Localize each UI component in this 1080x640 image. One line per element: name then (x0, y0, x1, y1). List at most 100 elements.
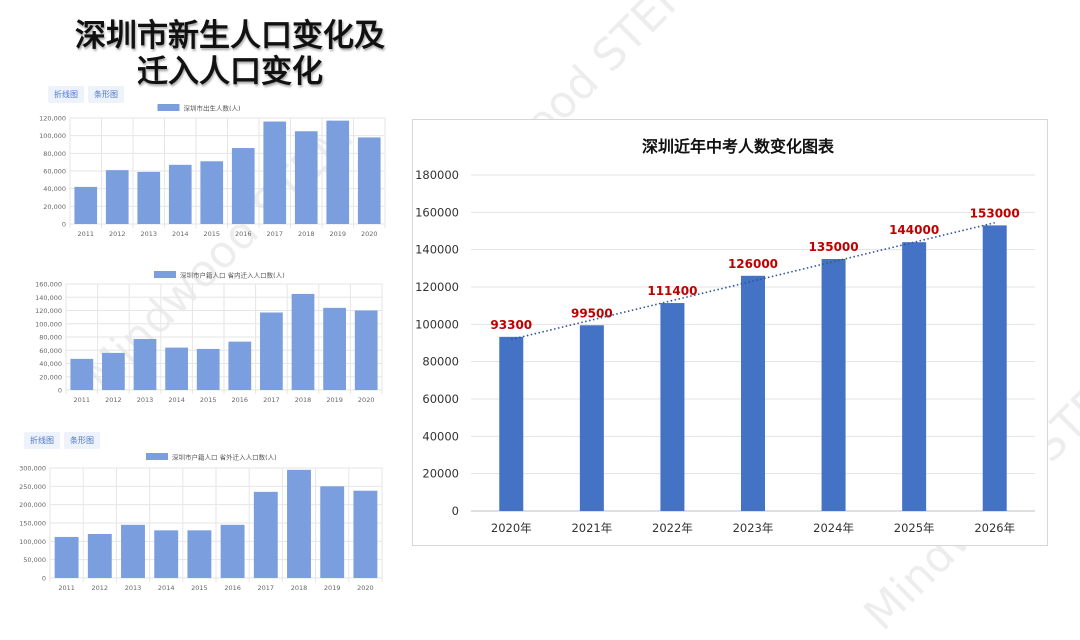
x-tick-label: 2011 (74, 396, 91, 404)
y-tick-label: 100,000 (39, 132, 66, 140)
y-tick-label: 300,000 (19, 465, 46, 473)
trendline (511, 221, 995, 341)
x-tick-label: 2026年 (974, 521, 1015, 535)
y-tick-label: 0 (452, 504, 459, 518)
data-label: 144000 (889, 223, 939, 237)
x-tick-label: 2021年 (571, 521, 612, 535)
bar (54, 536, 79, 578)
bar (294, 131, 318, 224)
bar (253, 491, 278, 578)
x-tick-label: 2025年 (894, 521, 935, 535)
x-tick-label: 2013 (137, 396, 154, 404)
y-tick-label: 40,000 (43, 185, 66, 193)
data-label: 135000 (809, 240, 859, 254)
y-tick-label: 100000 (415, 317, 459, 331)
tab-line-chart[interactable]: 折线图 (48, 86, 84, 103)
x-tick-label: 2022年 (652, 521, 693, 535)
chart1-tabs: 折线图 条形图 (48, 86, 124, 103)
bar (228, 341, 252, 390)
y-tick-label: 80000 (422, 355, 459, 369)
tab-bar-chart[interactable]: 条形图 (64, 432, 100, 449)
x-tick-label: 2011 (77, 230, 94, 238)
legend-swatch (146, 453, 168, 460)
exam-participants-chart: 深圳近年中考人数变化图表 0 20000 40000 60000 80000 100000 1… (412, 119, 1048, 546)
y-tick-label: 80,000 (43, 150, 66, 158)
x-tick-label: 2013 (140, 230, 157, 238)
x-tick-label: 2017 (263, 396, 280, 404)
y-tick-label: 0 (58, 387, 62, 395)
y-tick-label: 200,000 (19, 501, 46, 509)
y-tick-label: 60,000 (43, 168, 66, 176)
x-tick-label: 2015 (191, 584, 208, 592)
bar (154, 530, 179, 578)
bar (323, 307, 346, 390)
x-tick-label: 2012 (105, 396, 122, 404)
provincial-migration-chart-svg: 深圳市户籍人口 省内迁入人口数(人) 0 20,000 40,000 60,000 80,… (35, 271, 383, 404)
data-label: 126000 (728, 257, 778, 271)
y-tick-label: 160000 (415, 205, 459, 219)
y-tick-label: 60000 (422, 392, 459, 406)
x-tick-label: 2023年 (733, 521, 774, 535)
data-label: 111400 (647, 284, 697, 298)
x-tick-label: 2019 (326, 396, 343, 404)
x-tick-label: 2014 (158, 584, 175, 592)
x-tick-label: 2015 (203, 230, 220, 238)
y-tick-label: 60,000 (39, 347, 62, 355)
x-tick-label: 2017 (258, 584, 275, 592)
y-tick-label: 100,000 (35, 320, 62, 328)
x-tick-label: 2015 (200, 396, 217, 404)
legend-swatch (157, 104, 180, 111)
x-tick-label: 2019 (324, 584, 341, 592)
bar (70, 358, 94, 390)
y-tick-label: 160,000 (35, 281, 62, 289)
data-label: 99500 (571, 306, 613, 320)
legend-label: 深圳市户籍人口 省外迁入人口数(人) (172, 453, 277, 462)
bar (320, 486, 345, 578)
x-tick-label: 2020 (358, 396, 375, 404)
x-tick-label: 2020 (357, 584, 374, 592)
y-tick-label: 120000 (415, 280, 459, 294)
bar (74, 186, 98, 224)
x-tick-label: 2024年 (813, 521, 854, 535)
bar (357, 137, 381, 224)
y-tick-label: 120,000 (39, 115, 66, 123)
y-tick-label: 140000 (415, 243, 459, 257)
x-tick-label: 2012 (92, 584, 109, 592)
page-title-line2: 迁入人口变化 (137, 54, 323, 90)
tab-line-chart[interactable]: 折线图 (24, 432, 60, 449)
legend-label: 深圳市出生人数(人) (184, 104, 241, 113)
bar (168, 164, 192, 224)
bar (741, 275, 765, 511)
bar (200, 161, 224, 224)
bar (579, 325, 604, 511)
chart-title: 深圳近年中考人数变化图表 (642, 137, 835, 156)
data-label: 93300 (490, 318, 532, 332)
bar (287, 469, 311, 578)
bar (902, 242, 927, 511)
bar (353, 490, 378, 578)
y-tick-label: 40000 (422, 429, 459, 443)
y-tick-label: 180000 (415, 168, 459, 182)
bar (87, 534, 112, 578)
x-tick-label: 2016 (224, 584, 241, 592)
page-title-line1: 深圳市新生人口变化及 (75, 18, 385, 54)
y-tick-label: 120,000 (35, 307, 62, 315)
bar (354, 310, 378, 390)
bar (196, 348, 220, 390)
y-tick-label: 20000 (422, 467, 459, 481)
bar (121, 524, 145, 578)
data-label: 153000 (970, 206, 1020, 220)
y-tick-label: 250,000 (19, 483, 46, 491)
bar (187, 530, 212, 578)
y-tick-label: 140,000 (35, 294, 62, 302)
page-title: 深圳市新生人口变化及 迁入人口变化 (70, 18, 390, 90)
tab-bar-chart[interactable]: 条形图 (88, 86, 124, 103)
x-tick-label: 2014 (168, 396, 185, 404)
bar (105, 170, 129, 224)
x-tick-label: 2018 (298, 230, 315, 238)
bar (231, 148, 255, 224)
bar (499, 336, 524, 511)
bar (220, 524, 245, 578)
bar (133, 338, 157, 390)
x-tick-label: 2013 (125, 584, 142, 592)
